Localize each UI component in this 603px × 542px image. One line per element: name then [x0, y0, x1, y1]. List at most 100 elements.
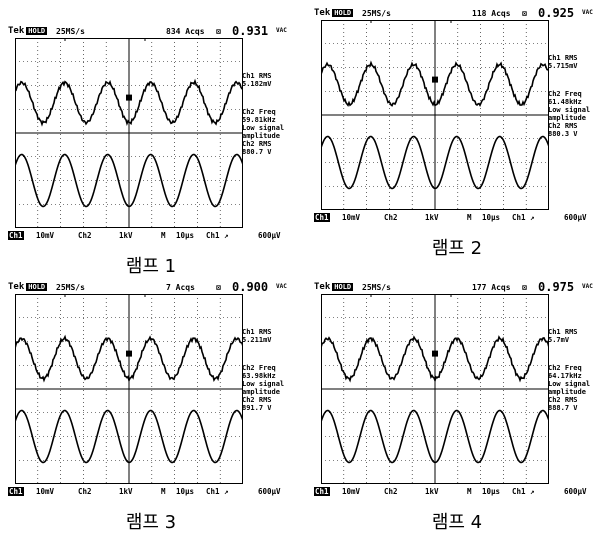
sample-rate: 25MS/s: [362, 9, 391, 18]
footer-trigger-level: 600µV: [564, 213, 587, 222]
coupling-icon: ⊠: [216, 27, 221, 36]
footer-time: 10µs: [482, 487, 501, 496]
sample-rate: 25MS/s: [56, 283, 85, 292]
footer-m: M: [467, 213, 472, 222]
sample-rate: 25MS/s: [362, 283, 391, 292]
footer-ch2: Ch2: [78, 487, 92, 496]
trigger-marker: [126, 350, 132, 357]
acquisitions: 177 Acqs: [472, 283, 511, 292]
trigger-bracket: [64, 294, 146, 297]
footer-trigger-level: 600µV: [564, 487, 587, 496]
coupling-icon: ⊠: [522, 9, 527, 18]
footer-ch1: Ch1: [8, 487, 24, 496]
waveform-graticule: 12: [321, 20, 549, 210]
trigger-bracket: [370, 294, 452, 297]
footer-trigger: Ch1 ↗: [206, 487, 229, 496]
trigger-bracket: [370, 20, 452, 23]
ch1-waveform: [321, 335, 549, 384]
vac-value: 0.975: [538, 280, 575, 294]
ch1-rms: Ch1 RMS 5.7mV: [548, 328, 578, 344]
tek-brand: Tek HOLD: [314, 8, 354, 18]
ch1-rms: Ch1 RMS 5.211mV: [242, 328, 272, 344]
hold-badge: HOLD: [26, 27, 48, 35]
vac-value: 0.900: [232, 280, 269, 294]
ch2-waveform: [321, 409, 549, 464]
hold-badge: HOLD: [332, 283, 354, 291]
ch1-rms: Ch1 RMS 5.182mV: [242, 72, 272, 88]
ch2-waveform: [321, 135, 549, 190]
footer-ch2-scale: 1kV: [425, 213, 439, 222]
hold-badge: HOLD: [26, 283, 48, 291]
vac-value: 0.931: [232, 24, 269, 38]
footer-time: 10µs: [482, 213, 501, 222]
ch1-rms: Ch1 RMS 5.715mV: [548, 54, 578, 70]
footer-trigger: Ch1 ↗: [512, 487, 535, 496]
footer-ch2-scale: 1kV: [119, 231, 133, 240]
vac-unit: VAC: [276, 27, 287, 34]
footer-ch2-scale: 1kV: [119, 487, 133, 496]
footer-ch1: Ch1: [8, 231, 24, 240]
sample-rate: 25MS/s: [56, 27, 85, 36]
trigger-bracket: [64, 38, 146, 41]
footer-ch2-scale: 1kV: [425, 487, 439, 496]
coupling-icon: ⊠: [522, 283, 527, 292]
ch2-waveform: [15, 409, 243, 464]
tek-brand: Tek HOLD: [8, 282, 48, 292]
footer-trigger-level: 600µV: [258, 487, 281, 496]
footer-time: 10µs: [176, 231, 195, 240]
footer-ch1-scale: 10mV: [36, 487, 55, 496]
trigger-marker: [126, 94, 132, 101]
ch2-readouts: Ch2 Freq 64.17kHz Low signal amplitude Ch2…: [548, 364, 591, 412]
acquisitions: 118 Acqs: [472, 9, 511, 18]
footer-m: M: [161, 487, 166, 496]
vac-unit: VAC: [582, 9, 593, 16]
footer-trigger-level: 600µV: [258, 231, 281, 240]
ch2-readouts: Ch2 Freq 63.98kHz Low signal amplitude Ch2…: [242, 364, 285, 412]
waveform-graticule: 12: [321, 294, 549, 484]
ch2-readouts: Ch2 Freq 59.81kHz Low signal amplitude Ch2…: [242, 108, 285, 156]
footer-ch2: Ch2: [384, 487, 398, 496]
footer-time: 10µs: [176, 487, 195, 496]
panel-caption: 램프 1: [125, 256, 177, 277]
footer-ch2: Ch2: [384, 213, 398, 222]
vac-unit: VAC: [276, 283, 287, 290]
tek-brand: Tek HOLD: [8, 26, 48, 36]
panel-caption: 램프 3: [125, 512, 177, 533]
vac-unit: VAC: [582, 283, 593, 290]
ch1-waveform: [15, 334, 243, 383]
acquisitions: 7 Acqs: [166, 283, 195, 292]
panel-caption: 램프 2: [431, 238, 483, 259]
footer-m: M: [467, 487, 472, 496]
coupling-icon: ⊠: [216, 283, 221, 292]
footer-m: M: [161, 231, 166, 240]
footer-trigger: Ch1 ↗: [512, 213, 535, 222]
ch1-waveform: [15, 78, 243, 127]
waveform-graticule: 12: [15, 38, 243, 228]
footer-ch1-scale: 10mV: [342, 213, 361, 222]
ch2-readouts: Ch2 Freq 61.48kHz Low signal amplitude Ch2…: [548, 90, 591, 138]
ch2-waveform: [15, 153, 243, 208]
footer-ch1-scale: 10mV: [36, 231, 55, 240]
footer-ch1: Ch1: [314, 487, 330, 496]
ch1-waveform: [321, 60, 549, 108]
tek-brand: Tek HOLD: [314, 282, 354, 292]
footer-trigger: Ch1 ↗: [206, 231, 229, 240]
footer-ch1: Ch1: [314, 213, 330, 222]
footer-ch1-scale: 10mV: [342, 487, 361, 496]
acquisitions: 834 Acqs: [166, 27, 205, 36]
trigger-marker: [432, 350, 438, 357]
hold-badge: HOLD: [332, 9, 354, 17]
vac-value: 0.925: [538, 6, 575, 20]
panel-caption: 램프 4: [431, 512, 483, 533]
waveform-graticule: 12: [15, 294, 243, 484]
trigger-marker: [432, 76, 438, 83]
footer-ch2: Ch2: [78, 231, 92, 240]
